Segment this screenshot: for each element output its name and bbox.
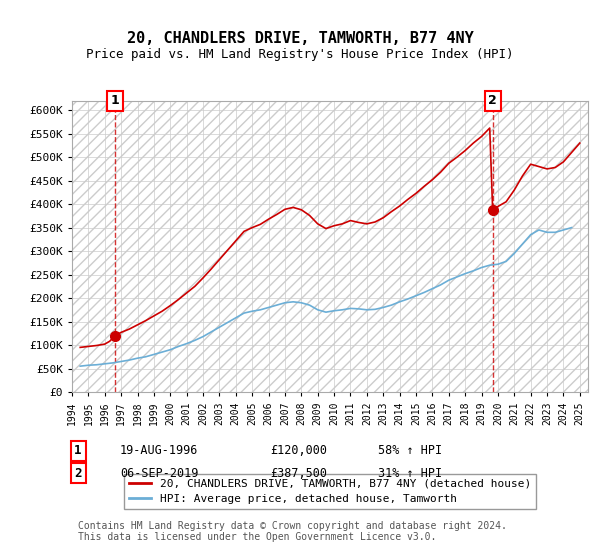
Text: 1: 1 <box>74 444 82 458</box>
Text: £120,000: £120,000 <box>270 444 327 458</box>
Text: Price paid vs. HM Land Registry's House Price Index (HPI): Price paid vs. HM Land Registry's House … <box>86 48 514 60</box>
Text: 2: 2 <box>74 466 82 480</box>
Text: Contains HM Land Registry data © Crown copyright and database right 2024.
This d: Contains HM Land Registry data © Crown c… <box>78 521 507 543</box>
Text: 31% ↑ HPI: 31% ↑ HPI <box>378 466 442 480</box>
Text: 2: 2 <box>488 94 497 108</box>
Text: 20, CHANDLERS DRIVE, TAMWORTH, B77 4NY: 20, CHANDLERS DRIVE, TAMWORTH, B77 4NY <box>127 31 473 46</box>
Text: 58% ↑ HPI: 58% ↑ HPI <box>378 444 442 458</box>
Legend: 20, CHANDLERS DRIVE, TAMWORTH, B77 4NY (detached house), HPI: Average price, det: 20, CHANDLERS DRIVE, TAMWORTH, B77 4NY (… <box>124 474 536 508</box>
Text: 06-SEP-2019: 06-SEP-2019 <box>120 466 199 480</box>
Text: £387,500: £387,500 <box>270 466 327 480</box>
Text: 1: 1 <box>111 94 119 108</box>
Text: 19-AUG-1996: 19-AUG-1996 <box>120 444 199 458</box>
